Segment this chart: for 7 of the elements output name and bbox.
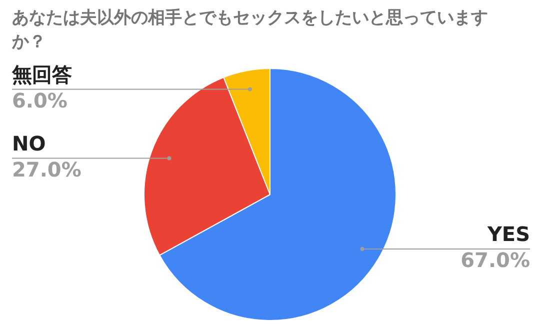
slice-label: 無回答	[11, 62, 72, 86]
slice-label: YES	[486, 222, 530, 246]
data-label: 27.0%	[12, 157, 82, 182]
slice-label: NO	[12, 131, 46, 156]
data-label: 67.0%	[460, 248, 530, 272]
data-label: 6.0%	[12, 88, 68, 112]
chart-title: あなたは夫以外の相手とでもセックスをしたいと思っていますか？	[12, 7, 489, 54]
